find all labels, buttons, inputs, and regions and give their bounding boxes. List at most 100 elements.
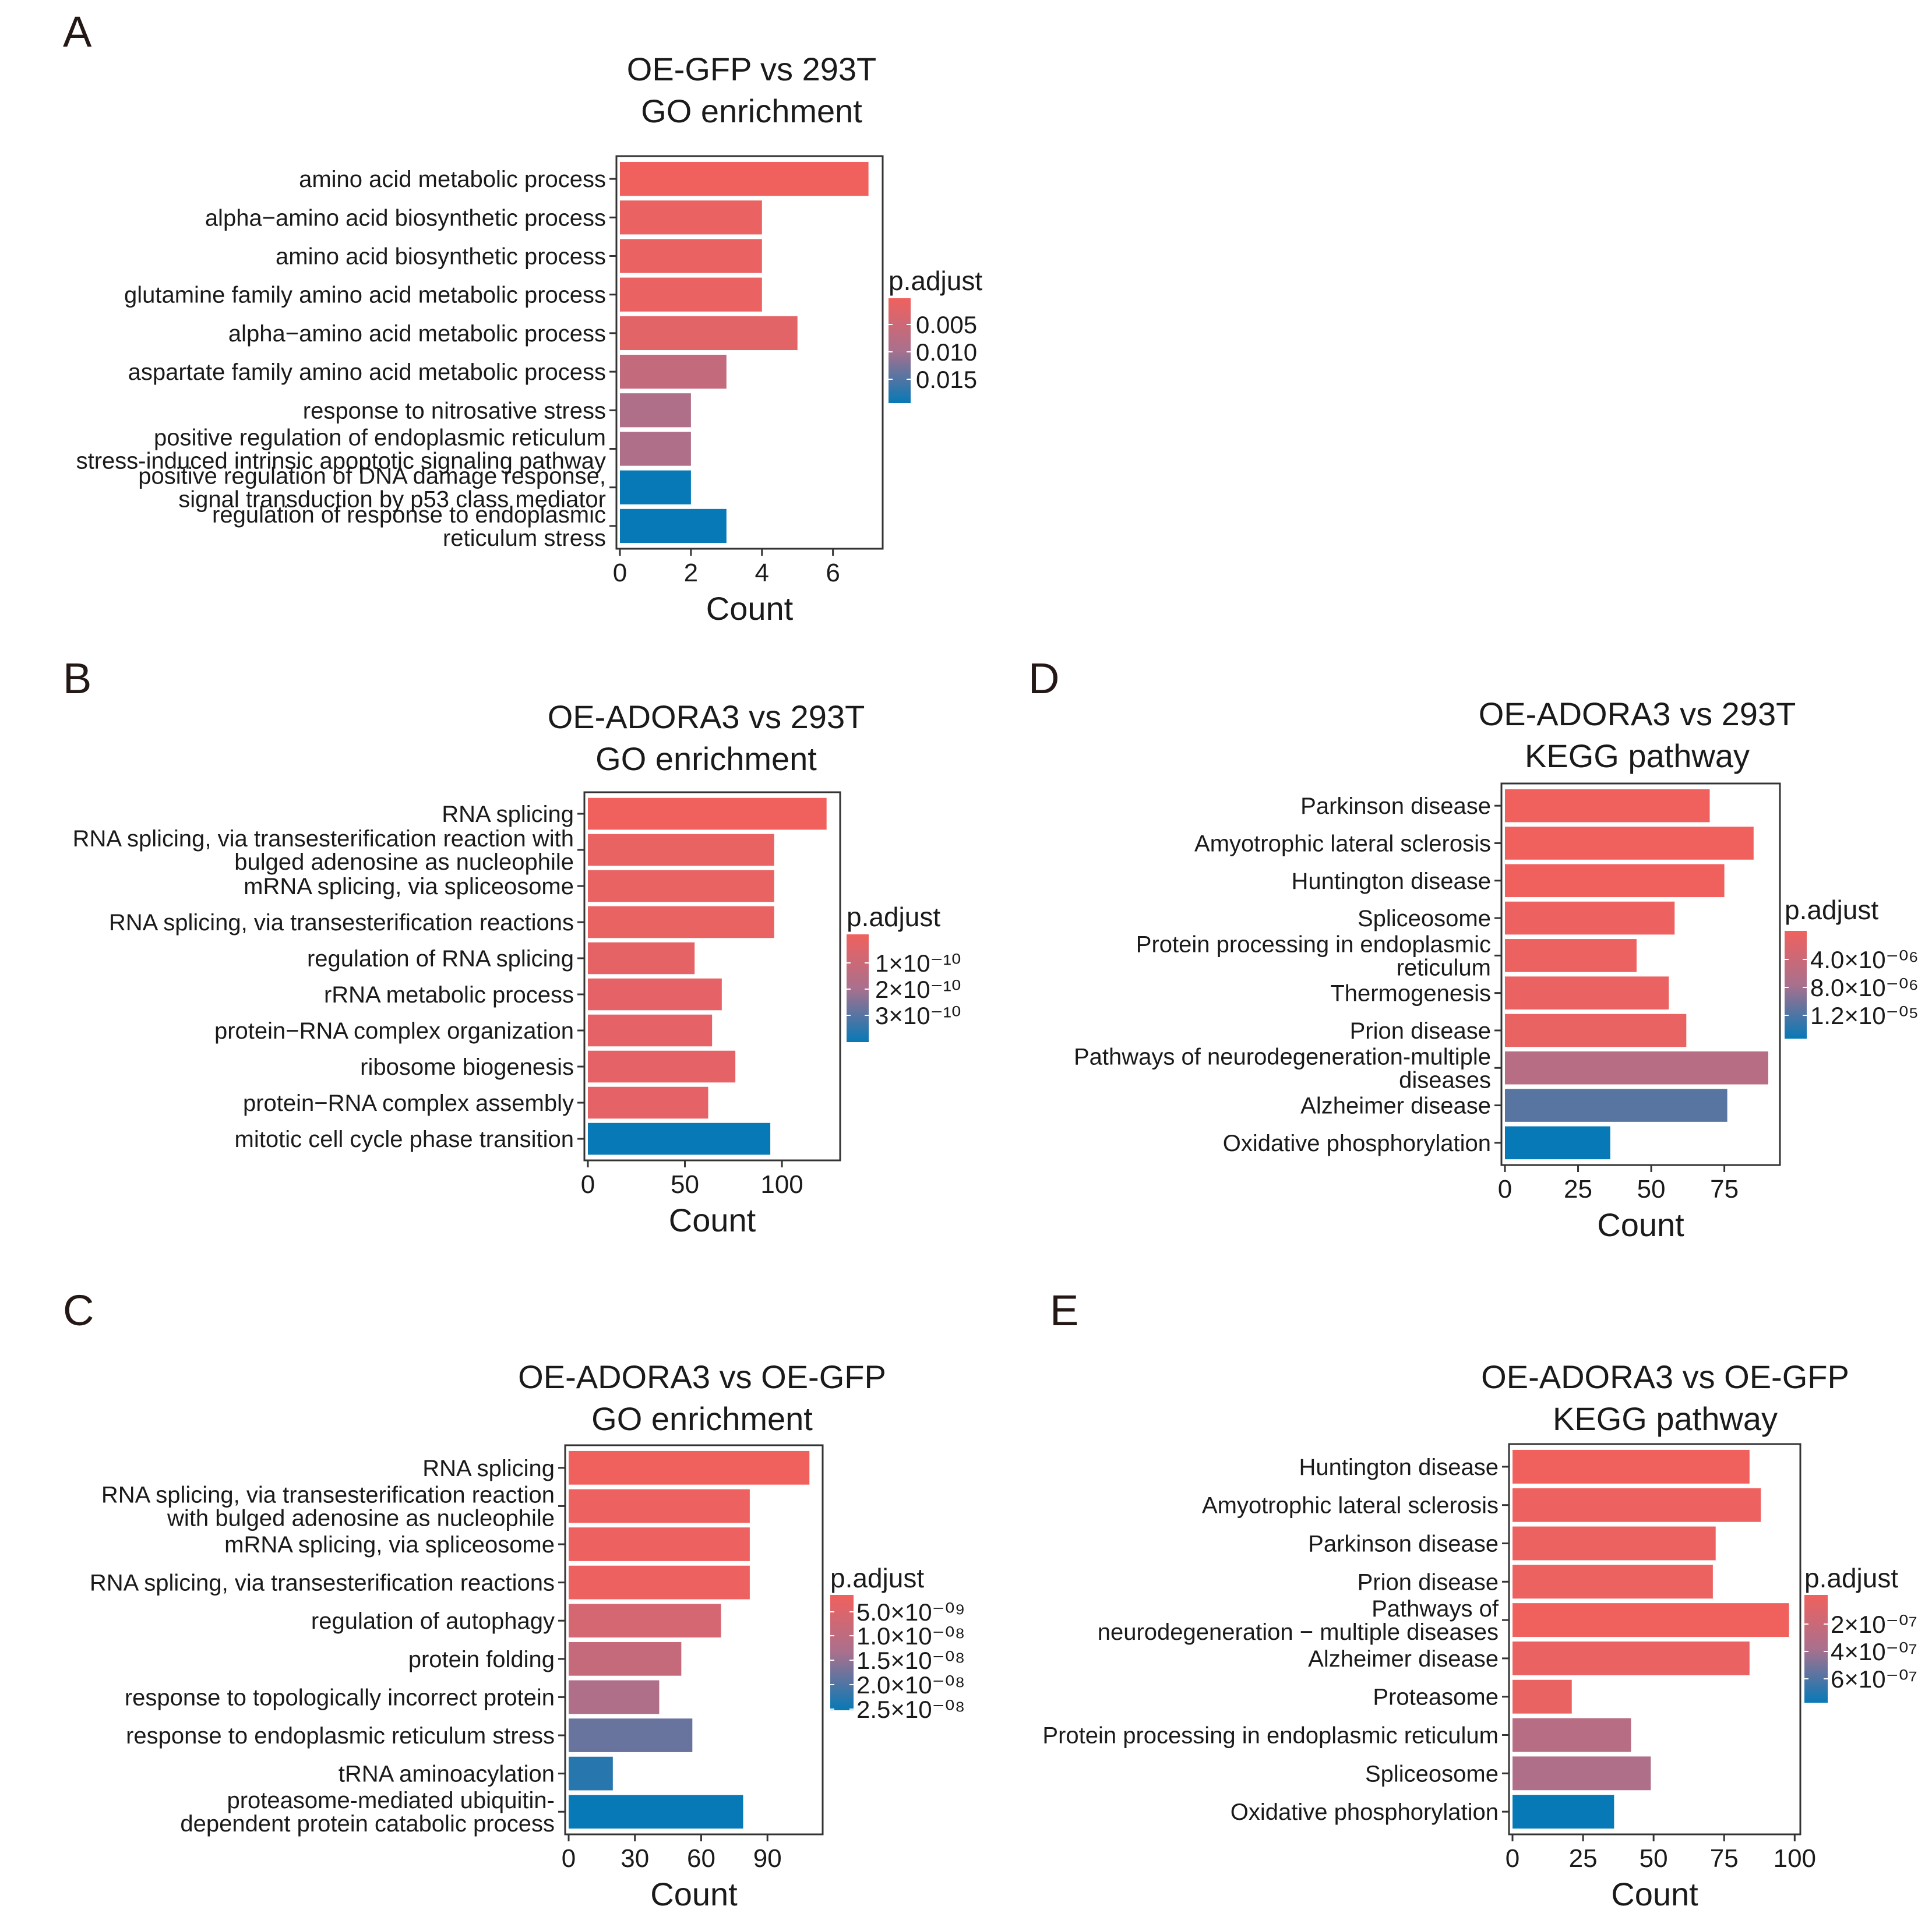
x-tick-label: 50 (671, 1170, 699, 1199)
bar (620, 239, 762, 273)
x-tick-label: 4 (755, 559, 769, 587)
category-label: alpha−amino acid biosynthetic process (205, 205, 606, 231)
x-tick-label: 0 (1498, 1175, 1512, 1203)
category-label: positive regulation of endoplasmic retic… (76, 425, 606, 474)
x-axis-title: Count (669, 1202, 756, 1238)
bar (588, 870, 774, 902)
legend-tick-label: 8.0×10⁻⁰⁶ (1810, 974, 1919, 1001)
x-tick-label: 0 (562, 1844, 576, 1873)
legend-tick-label: 0.015 (916, 366, 977, 393)
bar (1513, 1565, 1713, 1599)
panel-d: D OE-ADORA3 vs 293T KEGG pathway Parkinson … (1028, 654, 1919, 1243)
bar (569, 1756, 613, 1791)
panel-letter: B (63, 654, 91, 703)
bar (569, 1642, 682, 1676)
legend-colorbar (1804, 1595, 1828, 1703)
x-tick-label: 25 (1564, 1175, 1592, 1203)
category-label: protein folding (408, 1647, 555, 1672)
bar (588, 797, 827, 830)
x-tick-label: 2 (684, 559, 698, 587)
panel-e: E OE-ADORA3 vs OE-GFP KEGG pathway Huntingt… (1042, 1286, 1917, 1906)
category-label: mRNA splicing, via spliceosome (244, 874, 574, 899)
legend-tick-label: 1.2×10⁻⁰⁵ (1810, 1002, 1919, 1029)
bar (620, 200, 762, 235)
category-label: Parkinson disease (1300, 793, 1491, 819)
legend-tick-label: 3×10⁻¹⁰ (875, 1002, 961, 1029)
category-label: Spliceosome (1365, 1761, 1499, 1787)
category-label: RNA splicing (442, 802, 574, 827)
bar (1505, 1089, 1727, 1122)
plot-frame (583, 791, 841, 1162)
x-tick-label: 0 (1506, 1844, 1519, 1873)
bar (569, 1604, 721, 1638)
plot-frame (1500, 782, 1781, 1166)
legend-tick-label: 6×10⁻⁰⁷ (1831, 1665, 1917, 1693)
bar (1505, 789, 1710, 823)
legend-colorbar (889, 298, 911, 403)
category-label: Proteasome (1373, 1685, 1499, 1710)
chart-title-line: KEGG pathway (1525, 737, 1750, 774)
category-label: Amyotrophic lateral sclerosis (1202, 1493, 1499, 1519)
bar (588, 1086, 708, 1119)
category-label: alpha−amino acid metabolic process (228, 321, 606, 347)
category-label: amino acid metabolic process (299, 167, 606, 192)
x-axis-title: Count (1597, 1206, 1684, 1243)
x-tick-label: 30 (621, 1844, 649, 1873)
category-label: RNA splicing, via transesterification re… (73, 826, 574, 875)
category-label: regulation of RNA splicing (307, 946, 574, 972)
x-axis-title: Count (706, 590, 794, 627)
chart-title-line: GO enrichment (591, 1400, 813, 1437)
bar (1513, 1603, 1789, 1637)
legend-tick-label: 2×10⁻⁰⁷ (1831, 1611, 1917, 1638)
category-label: Protein processing in endoplasmic reticu… (1042, 1723, 1499, 1749)
category-label: response to endoplasmic reticulum stress (126, 1723, 555, 1749)
bar (620, 509, 727, 543)
bar (620, 316, 798, 351)
category-label: rRNA metabolic process (324, 982, 574, 1008)
x-tick-label: 6 (826, 559, 840, 587)
category-label: response to topologically incorrect prot… (125, 1685, 555, 1710)
legend-colorbar (830, 1595, 854, 1710)
x-axis-title: Count (650, 1876, 738, 1906)
category-label: protein−RNA complex assembly (243, 1090, 574, 1116)
category-label: mRNA splicing, via spliceosome (224, 1532, 555, 1558)
category-label: Alzheimer disease (1300, 1093, 1491, 1119)
legend-tick-label: 4.0×10⁻⁰⁶ (1810, 946, 1919, 973)
category-label: Huntington disease (1299, 1455, 1499, 1480)
category-label: Prion disease (1350, 1018, 1491, 1044)
bar (1505, 1126, 1610, 1160)
bar (588, 1123, 771, 1155)
legend-colorbar (847, 934, 869, 1042)
category-label: RNA splicing, via transesterification re… (90, 1570, 555, 1596)
bar (1505, 827, 1754, 860)
x-tick-label: 75 (1710, 1175, 1739, 1203)
bar (1513, 1795, 1614, 1829)
legend-tick-label: 1×10⁻¹⁰ (875, 950, 961, 977)
legend-tick-label: 2.5×10⁻⁰⁸ (856, 1696, 965, 1723)
chart-title-line: OE-ADORA3 vs OE-GFP (518, 1358, 886, 1395)
category-label: Oxidative phosphorylation (1223, 1131, 1491, 1156)
category-label: Amyotrophic lateral sclerosis (1194, 831, 1491, 856)
category-label: regulation of response to endoplasmic ret… (212, 502, 606, 551)
bar (569, 1680, 660, 1714)
bar (620, 432, 691, 466)
bar (1505, 864, 1725, 898)
category-label: Thermogenesis (1330, 981, 1491, 1007)
category-label: response to nitrosative stress (303, 398, 606, 423)
category-label: Huntington disease (1292, 869, 1491, 894)
bar (1513, 1488, 1761, 1522)
x-tick-label: 50 (1640, 1844, 1668, 1873)
bar (569, 1565, 750, 1600)
bar (1505, 1051, 1768, 1085)
legend-tick-label: 1.0×10⁻⁰⁸ (856, 1622, 965, 1650)
category-label: Protein processing in endoplasmic reticul… (1136, 931, 1491, 980)
bar (620, 470, 691, 504)
bar (588, 1050, 736, 1083)
legend-tick-label: 5.0×10⁻⁰⁹ (856, 1598, 965, 1626)
category-label: proteasome-mediated ubiquitin-dependent … (180, 1788, 555, 1837)
plot-frame (615, 155, 884, 550)
legend-tick-label: 2.0×10⁻⁰⁸ (856, 1671, 965, 1699)
x-tick-label: 90 (753, 1844, 782, 1873)
legend-tick-label: 4×10⁻⁰⁷ (1831, 1638, 1917, 1665)
